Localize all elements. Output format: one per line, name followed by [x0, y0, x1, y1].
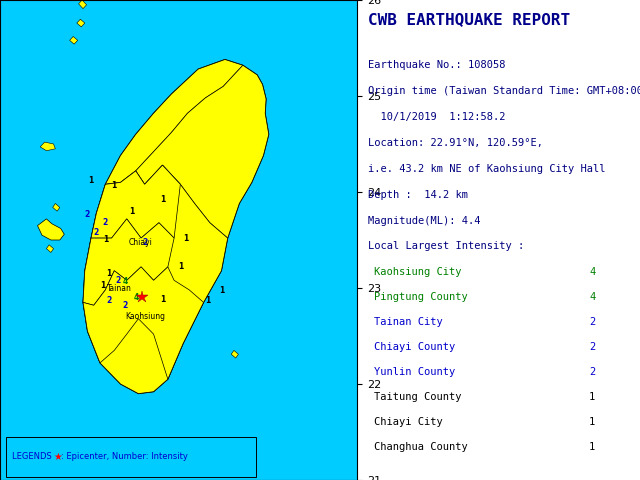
Text: ★: ★ — [54, 452, 62, 462]
Text: Chiayi City: Chiayi City — [374, 417, 443, 427]
Polygon shape — [79, 0, 86, 9]
Text: CWB EARTHQUAKE REPORT: CWB EARTHQUAKE REPORT — [369, 12, 571, 27]
Text: 1: 1 — [183, 234, 188, 242]
Text: 2: 2 — [106, 296, 111, 305]
Text: 1: 1 — [219, 287, 224, 295]
Text: 4: 4 — [122, 277, 127, 286]
Text: Pingtung County: Pingtung County — [374, 292, 468, 302]
Text: 1: 1 — [88, 176, 93, 185]
Text: i.e. 43.2 km NE of Kaohsiung City Hall: i.e. 43.2 km NE of Kaohsiung City Hall — [369, 164, 606, 174]
Polygon shape — [231, 350, 238, 358]
Text: 1: 1 — [160, 295, 165, 304]
Text: 2: 2 — [122, 301, 127, 310]
Text: Location: 22.91°N, 120.59°E,: Location: 22.91°N, 120.59°E, — [369, 138, 543, 148]
Polygon shape — [38, 219, 64, 240]
Text: Origin time (Taiwan Standard Time: GMT+08:00):: Origin time (Taiwan Standard Time: GMT+0… — [369, 86, 640, 96]
Text: 4: 4 — [589, 292, 595, 302]
Text: 1: 1 — [205, 296, 211, 305]
FancyBboxPatch shape — [6, 437, 256, 477]
Text: Chiayi: Chiayi — [129, 239, 152, 247]
Text: Taitung County: Taitung County — [374, 392, 461, 402]
Text: LEGENDS: LEGENDS — [12, 453, 54, 461]
Text: 1: 1 — [100, 281, 106, 289]
Text: 1: 1 — [103, 236, 108, 244]
Polygon shape — [136, 65, 269, 238]
Text: Changhua County: Changhua County — [374, 442, 468, 452]
Polygon shape — [70, 36, 77, 44]
Text: Depth :  14.2 km: Depth : 14.2 km — [369, 190, 468, 200]
Text: 2: 2 — [93, 228, 98, 237]
Polygon shape — [77, 19, 85, 27]
Polygon shape — [91, 165, 180, 238]
Polygon shape — [83, 219, 174, 305]
Polygon shape — [83, 267, 204, 379]
Text: 2: 2 — [589, 367, 595, 377]
Text: 1: 1 — [106, 269, 111, 278]
Text: 10/1/2019  1:12:58.2: 10/1/2019 1:12:58.2 — [369, 112, 506, 122]
Text: 2: 2 — [115, 276, 120, 285]
Text: 1: 1 — [111, 181, 117, 190]
Polygon shape — [106, 60, 243, 184]
Text: 4: 4 — [134, 293, 140, 302]
Text: 2: 2 — [142, 239, 147, 247]
Text: 2: 2 — [589, 317, 595, 327]
Text: Yunlin County: Yunlin County — [374, 367, 455, 377]
Polygon shape — [47, 245, 54, 252]
Text: Earthquake No.: 108058: Earthquake No.: 108058 — [369, 60, 506, 70]
Polygon shape — [83, 60, 269, 394]
Text: Tainan: Tainan — [107, 285, 132, 293]
Text: Local Largest Intensity :: Local Largest Intensity : — [369, 241, 525, 252]
Polygon shape — [83, 165, 228, 394]
Text: : Epicenter, Number: Intensity: : Epicenter, Number: Intensity — [61, 453, 188, 461]
Text: Magnitude(ML): 4.4: Magnitude(ML): 4.4 — [369, 216, 481, 226]
Text: 1: 1 — [129, 207, 135, 216]
Text: 1: 1 — [589, 442, 595, 452]
Text: 1: 1 — [589, 417, 595, 427]
Text: Chiayi County: Chiayi County — [374, 342, 455, 352]
Polygon shape — [52, 204, 60, 211]
Text: 4: 4 — [589, 267, 595, 277]
Polygon shape — [40, 142, 55, 151]
Text: Tainan City: Tainan City — [374, 317, 443, 327]
Text: 1: 1 — [160, 195, 165, 204]
Text: 1: 1 — [179, 263, 184, 271]
Text: 2: 2 — [103, 218, 108, 227]
Text: 1: 1 — [589, 392, 595, 402]
Text: Kaohsiung: Kaohsiung — [125, 312, 165, 321]
Text: Kaohsiung City: Kaohsiung City — [374, 267, 461, 277]
Text: 2: 2 — [84, 210, 89, 218]
Text: 2: 2 — [589, 342, 595, 352]
